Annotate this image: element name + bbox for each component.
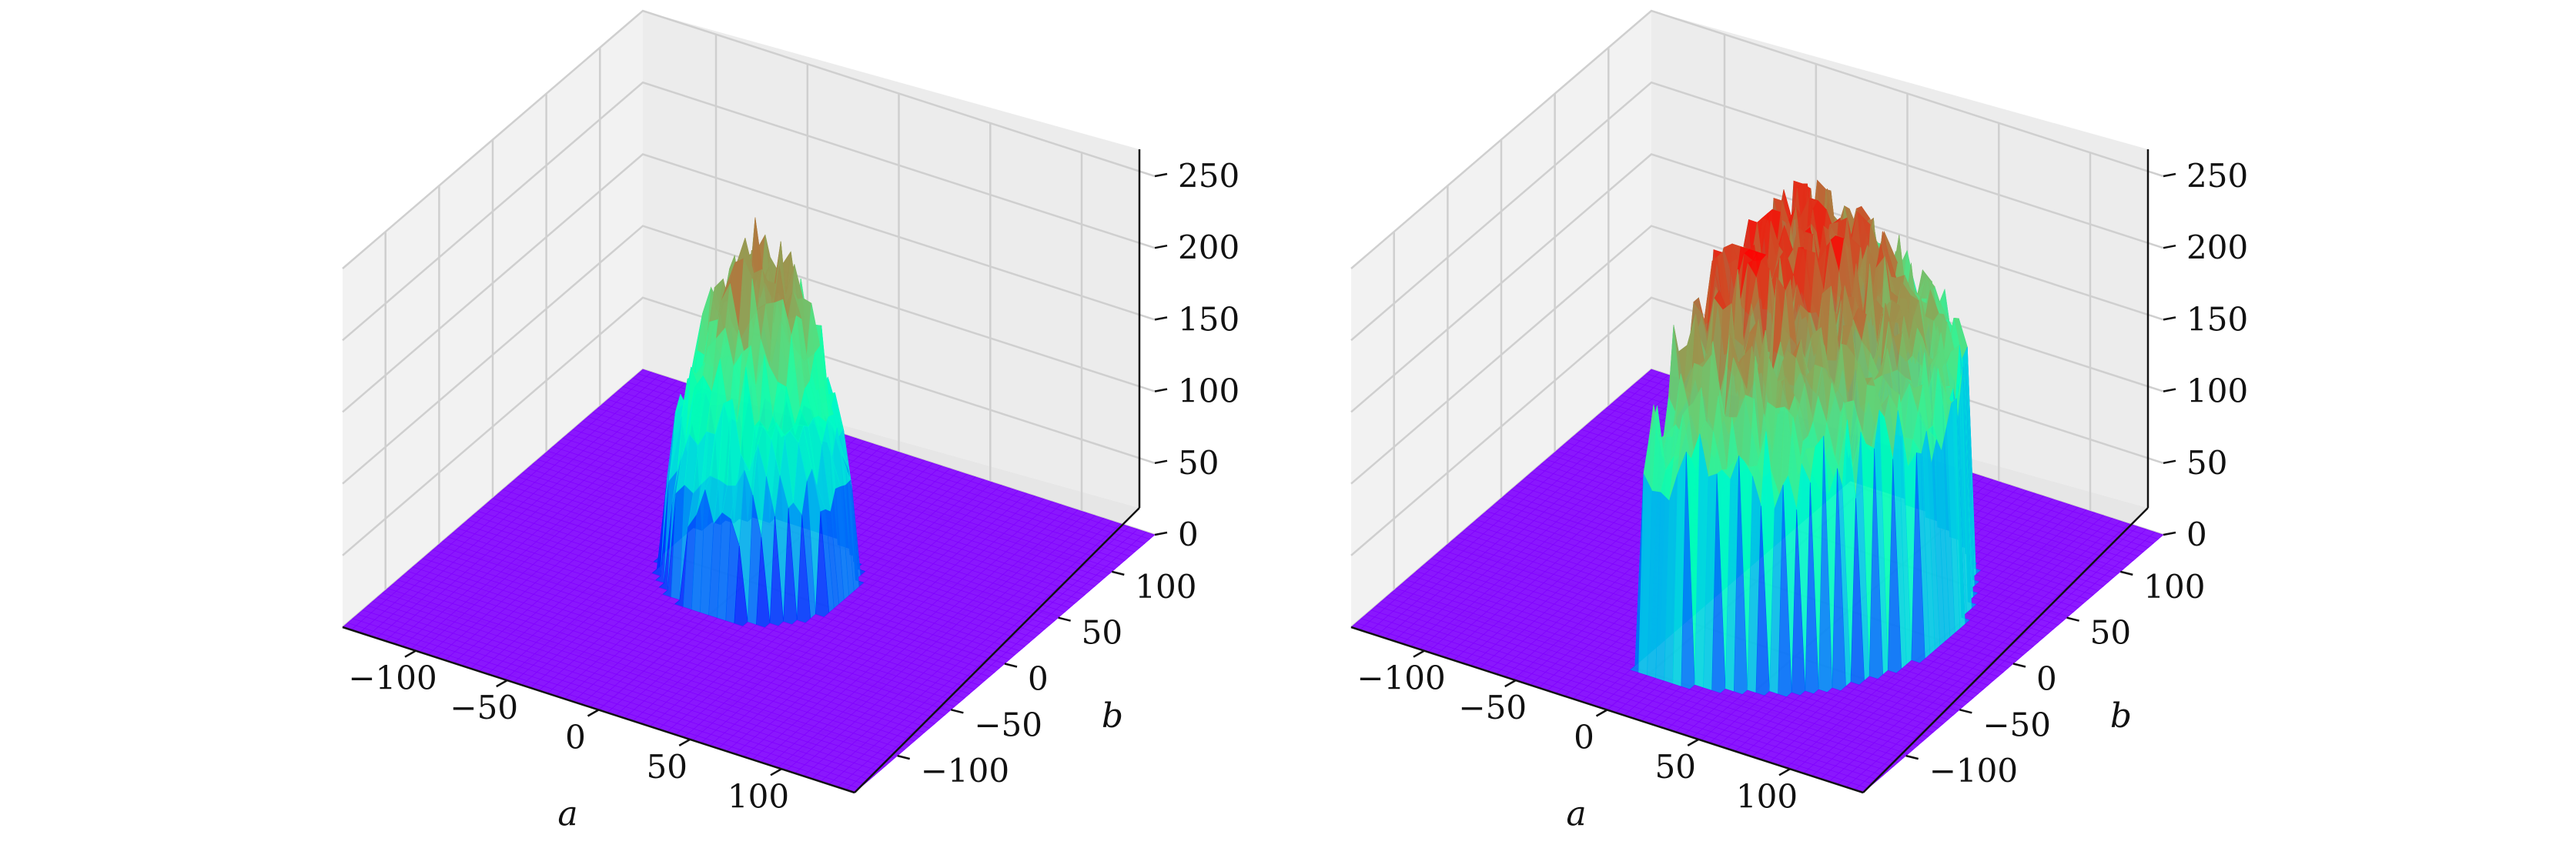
z-tick-label: 200 (1178, 229, 1239, 266)
a-tick-label: 0 (565, 719, 586, 756)
b-tick (951, 709, 964, 714)
b-tick-label: −100 (921, 752, 1009, 790)
z-tick (1154, 459, 1168, 465)
a-tick (770, 768, 782, 776)
surface-plot-right: −100−50050100a−100−50050100b050100150200… (1350, 9, 2248, 834)
grid-line-z (342, 152, 1156, 413)
z-tick-label: 250 (1178, 157, 1239, 195)
z-tick (1154, 388, 1168, 392)
z-tick (1154, 316, 1168, 321)
b-tick (897, 754, 911, 760)
z-tick (1154, 172, 1168, 178)
b-tick (1111, 570, 1125, 576)
z-tick (1154, 531, 1168, 536)
a-tick-label: −50 (450, 689, 518, 726)
a-tick (404, 649, 417, 658)
z-tick-label: 100 (1178, 372, 1239, 410)
grid-line-z (342, 81, 1156, 342)
z-tick-label: 150 (1178, 300, 1239, 338)
grid-line-z (342, 296, 1156, 556)
a-tick-label: 100 (728, 777, 789, 815)
a-tick (587, 709, 600, 717)
z-tick-label: 50 (1178, 444, 1219, 482)
b-axis-title: b (1102, 696, 1123, 736)
grid-line-z (342, 225, 1156, 485)
grid-line-z (342, 9, 1156, 269)
b-tick-label: 100 (1135, 568, 1196, 606)
a-tick-label: 50 (647, 748, 687, 786)
b-tick (1004, 663, 1018, 668)
b-tick (1058, 616, 1071, 622)
z-tick-label: 0 (1178, 516, 1199, 553)
a-axis-title: a (557, 795, 577, 834)
b-tick-label: 50 (1082, 614, 1122, 652)
z-tick (1154, 244, 1168, 249)
b-tick-label: −50 (974, 706, 1042, 743)
a-tick (678, 738, 691, 746)
b-tick-label: 0 (1028, 660, 1049, 698)
surface (342, 217, 1156, 793)
a-tick-label: −100 (348, 659, 437, 697)
surface-plot-left: −100 −50 0 50 100 a −100 −50 0 50 100 b 0 50 100 150 200… (342, 9, 1239, 834)
a-tick (496, 679, 508, 688)
